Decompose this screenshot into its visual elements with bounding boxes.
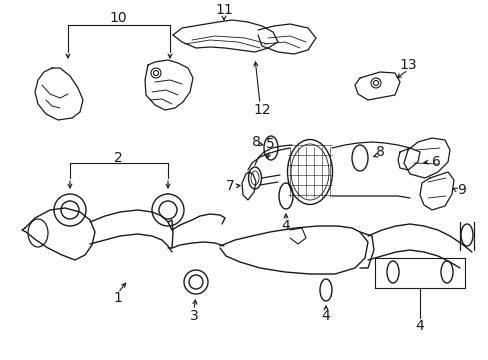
Text: 5: 5 [265, 137, 274, 151]
Text: 7: 7 [225, 179, 234, 193]
Text: 12: 12 [253, 103, 270, 117]
Text: 3: 3 [189, 309, 198, 323]
Text: 4: 4 [415, 319, 424, 333]
Text: 1: 1 [113, 291, 122, 305]
Text: 11: 11 [215, 3, 232, 17]
Text: 10: 10 [109, 11, 126, 25]
Text: 4: 4 [281, 219, 290, 233]
Text: 4: 4 [321, 309, 330, 323]
Text: 2: 2 [113, 151, 122, 165]
Text: 8: 8 [375, 145, 384, 159]
Text: 13: 13 [398, 58, 416, 72]
Text: 8: 8 [251, 135, 260, 149]
Text: 6: 6 [431, 155, 440, 169]
Text: 9: 9 [457, 183, 466, 197]
